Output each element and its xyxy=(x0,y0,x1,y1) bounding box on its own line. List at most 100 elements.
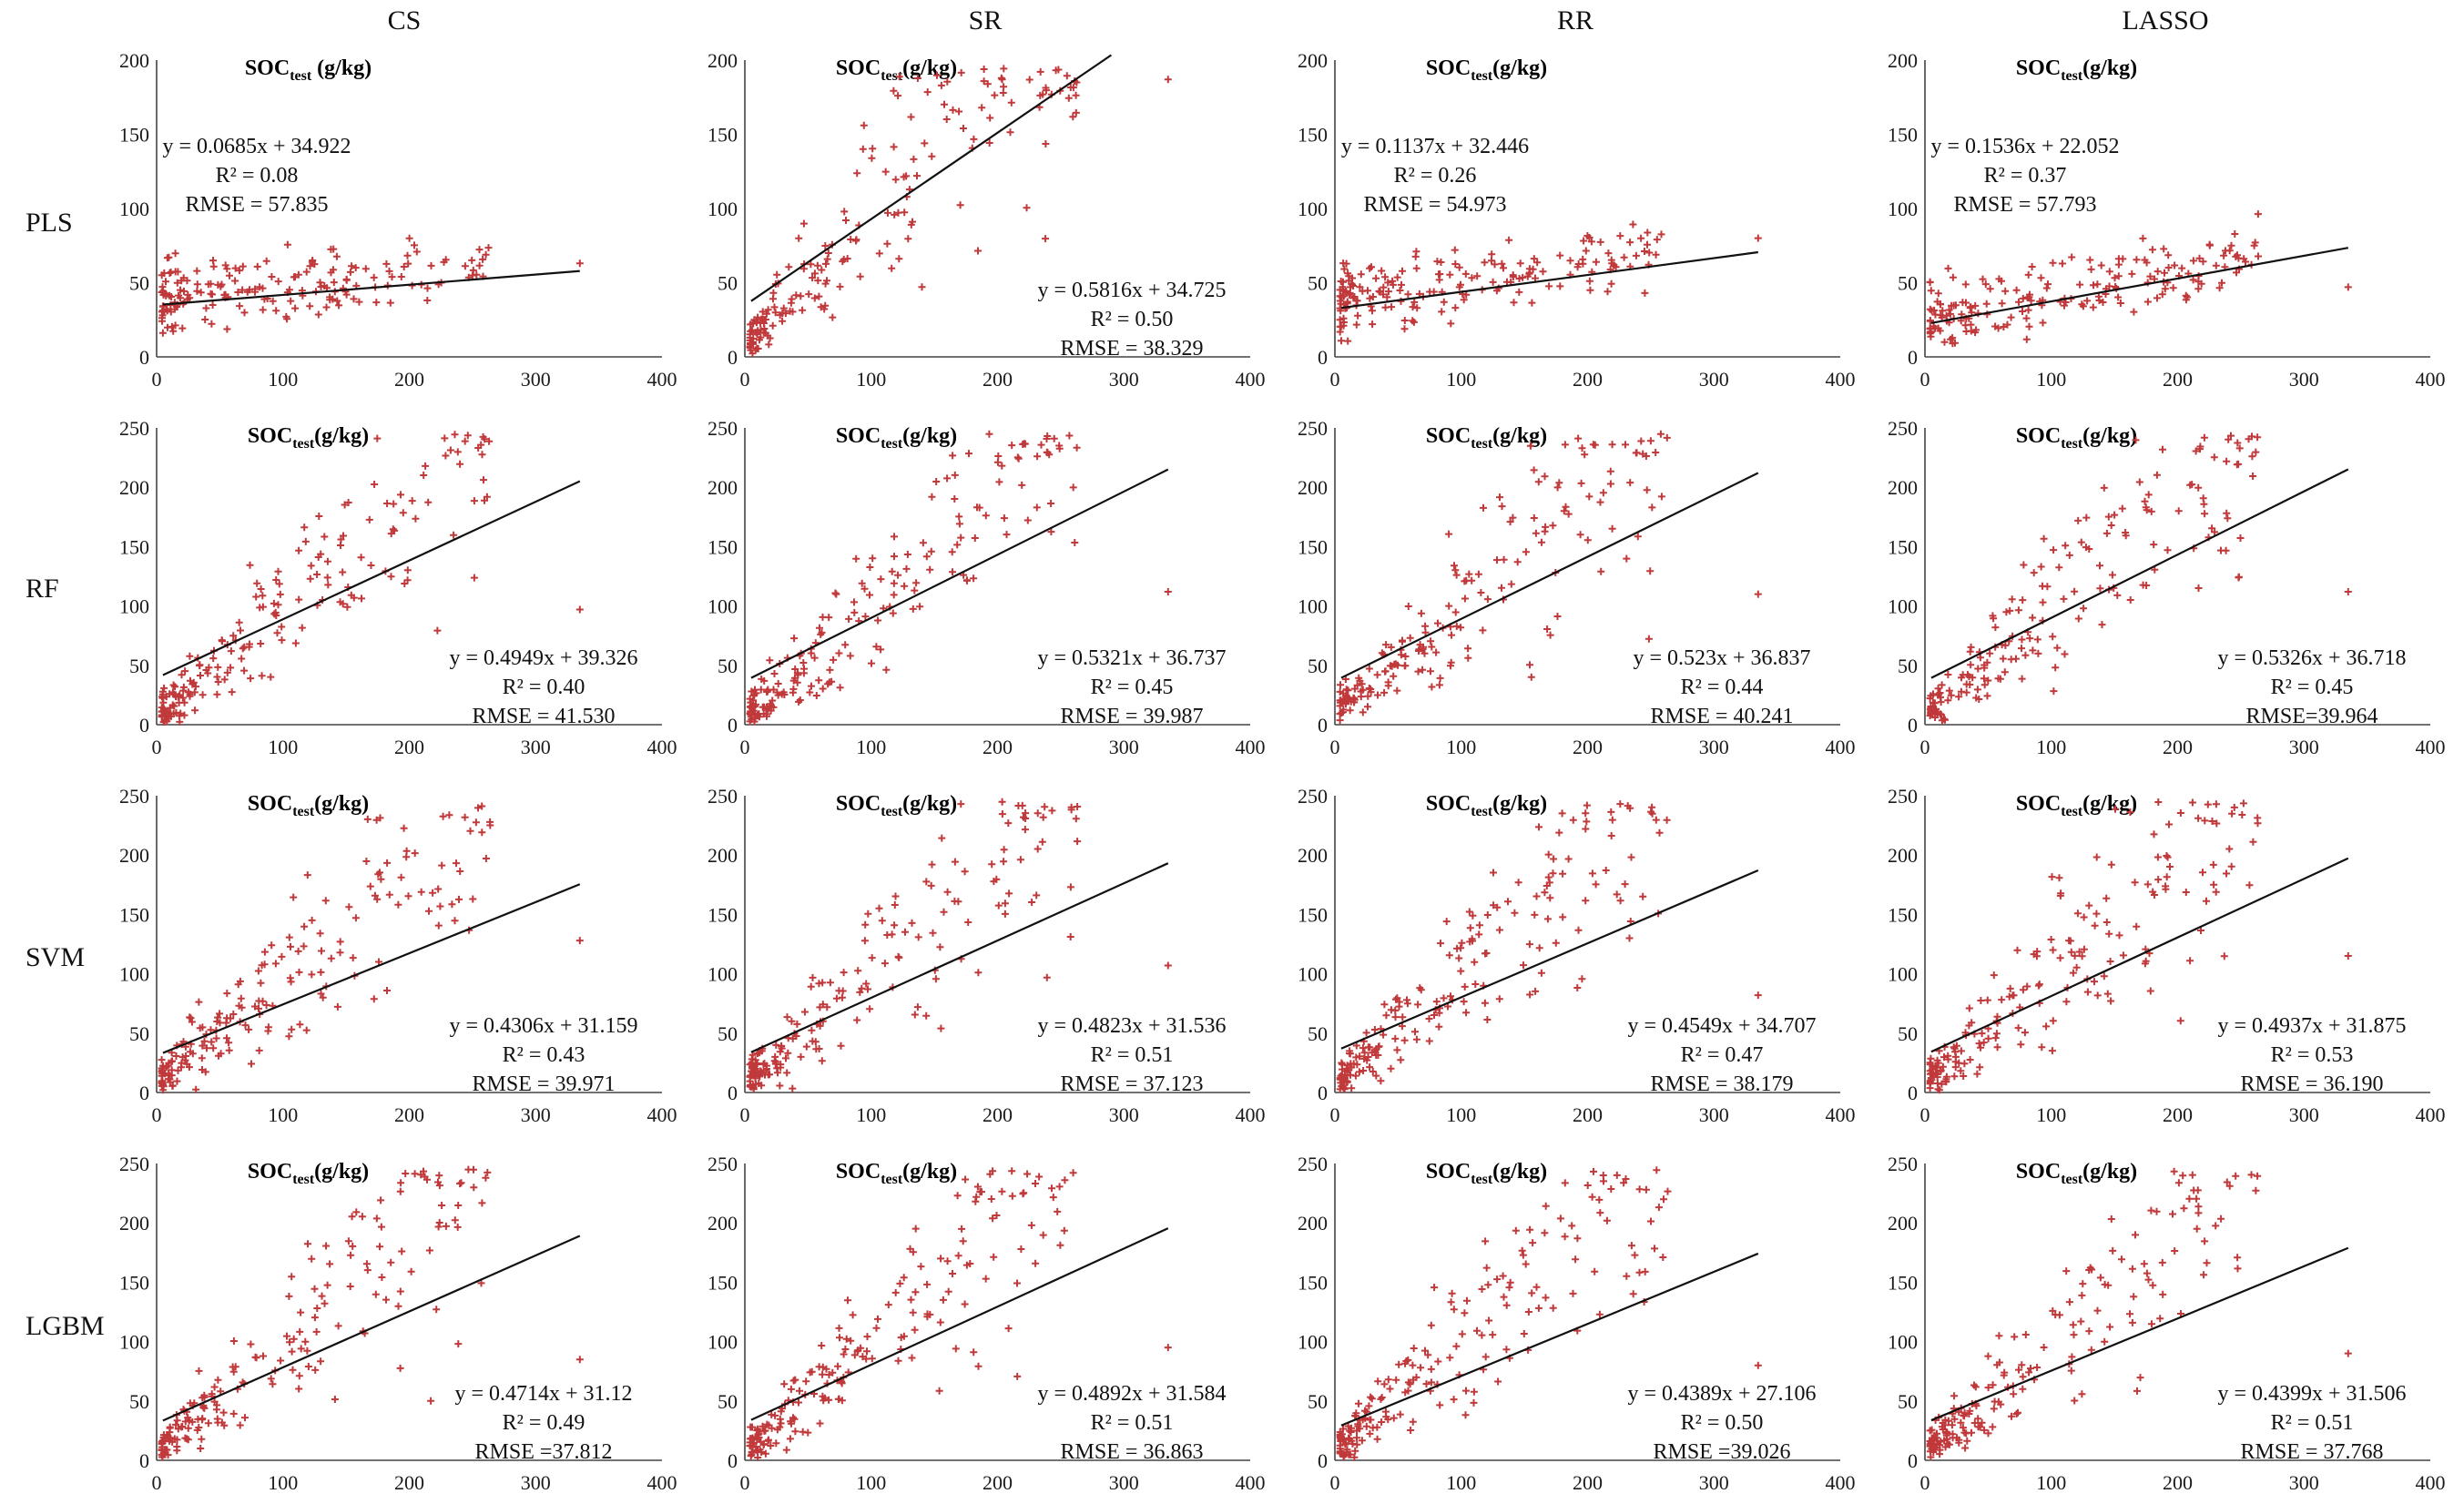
data-point xyxy=(184,1436,192,1444)
data-point xyxy=(1505,236,1513,244)
data-point xyxy=(321,533,329,541)
data-point xyxy=(2082,544,2090,552)
data-point xyxy=(2164,853,2172,861)
data-point xyxy=(764,306,772,314)
data-point xyxy=(1445,602,1453,610)
data-point xyxy=(253,262,261,270)
data-point xyxy=(788,295,796,303)
data-point xyxy=(482,1174,490,1182)
data-point xyxy=(1033,503,1041,512)
data-point xyxy=(188,1018,196,1026)
data-point xyxy=(358,1213,366,1221)
data-point xyxy=(442,1222,450,1230)
data-point xyxy=(1468,274,1476,282)
data-point xyxy=(1061,1176,1069,1184)
data-point xyxy=(173,1077,181,1085)
data-point xyxy=(2249,473,2257,480)
data-point xyxy=(1342,1439,1350,1448)
data-point xyxy=(2232,1172,2240,1180)
data-point xyxy=(834,1395,842,1403)
data-point xyxy=(1961,280,1970,289)
data-point xyxy=(229,1337,238,1345)
data-point xyxy=(1364,703,1371,711)
data-point xyxy=(455,895,463,903)
data-point xyxy=(176,717,184,726)
data-point xyxy=(313,1305,321,1312)
data-point xyxy=(2245,881,2254,889)
data-point xyxy=(158,308,167,315)
data-point xyxy=(2233,269,2240,277)
data-point xyxy=(377,1223,385,1231)
data-point xyxy=(225,1039,233,1047)
data-point xyxy=(1063,72,1071,80)
panel-title: SOCtest(g/kg) xyxy=(836,56,957,84)
data-point xyxy=(256,604,264,612)
data-point xyxy=(1977,997,1985,1004)
data-point xyxy=(1419,666,1427,674)
data-point xyxy=(1358,1437,1366,1445)
data-point xyxy=(1409,317,1417,325)
data-point xyxy=(747,320,755,329)
data-point xyxy=(208,1038,216,1046)
data-point xyxy=(2086,256,2094,264)
data-point xyxy=(201,316,209,323)
data-point xyxy=(1546,631,1554,639)
x-tick-label: 400 xyxy=(647,1471,677,1494)
data-point xyxy=(1064,94,1073,102)
data-point xyxy=(209,262,218,270)
data-point xyxy=(2078,952,2086,960)
data-point xyxy=(1529,1239,1537,1247)
data-point xyxy=(196,661,204,669)
data-point xyxy=(2079,1280,2087,1288)
data-point xyxy=(262,257,270,265)
data-point xyxy=(2106,1323,2114,1331)
data-point xyxy=(926,565,934,574)
data-point xyxy=(1384,678,1392,686)
panel-title: SOCtest(g/kg) xyxy=(248,1160,369,1187)
y-tick-label: 50 xyxy=(1308,272,1328,295)
data-point xyxy=(2344,588,2352,595)
data-point xyxy=(1980,1426,1989,1434)
data-point xyxy=(1591,441,1599,449)
data-point xyxy=(1657,493,1665,501)
data-point xyxy=(1627,1242,1635,1250)
data-point xyxy=(1606,467,1614,475)
data-point xyxy=(251,285,260,293)
data-point xyxy=(1365,1402,1373,1410)
x-tick-label: 300 xyxy=(1109,368,1139,391)
data-point xyxy=(1066,84,1074,91)
data-point xyxy=(2029,646,2037,655)
data-point xyxy=(1528,299,1536,307)
data-point xyxy=(2018,645,2025,653)
data-point xyxy=(2030,569,2038,577)
data-point xyxy=(1581,451,1589,459)
data-point xyxy=(787,1418,795,1426)
data-point xyxy=(346,268,354,276)
x-tick-label: 200 xyxy=(1573,1103,1603,1126)
data-point xyxy=(1481,259,1489,267)
data-point xyxy=(1482,1264,1491,1272)
data-point xyxy=(255,1004,262,1012)
data-point xyxy=(260,948,269,956)
data-point xyxy=(237,994,245,1002)
data-point xyxy=(2017,1041,2025,1049)
data-point xyxy=(760,1060,769,1068)
data-point xyxy=(397,273,405,280)
data-point xyxy=(2008,595,2016,604)
data-point xyxy=(175,291,182,300)
data-point xyxy=(951,495,959,503)
data-point xyxy=(2085,1327,2093,1336)
data-point xyxy=(1957,1067,1965,1075)
data-point xyxy=(2015,1366,2022,1374)
r-squared-label: R² = 0.51 xyxy=(1091,1043,1174,1067)
x-tick-label: 300 xyxy=(521,1103,551,1126)
data-point xyxy=(1999,655,2007,663)
data-point xyxy=(1663,816,1671,824)
data-point xyxy=(2205,240,2214,249)
data-point xyxy=(1498,503,1506,511)
data-point xyxy=(1346,1050,1354,1057)
x-tick-label: 400 xyxy=(1236,1471,1266,1494)
data-point xyxy=(1937,1438,1945,1446)
data-point xyxy=(779,304,788,312)
data-point xyxy=(332,252,341,260)
